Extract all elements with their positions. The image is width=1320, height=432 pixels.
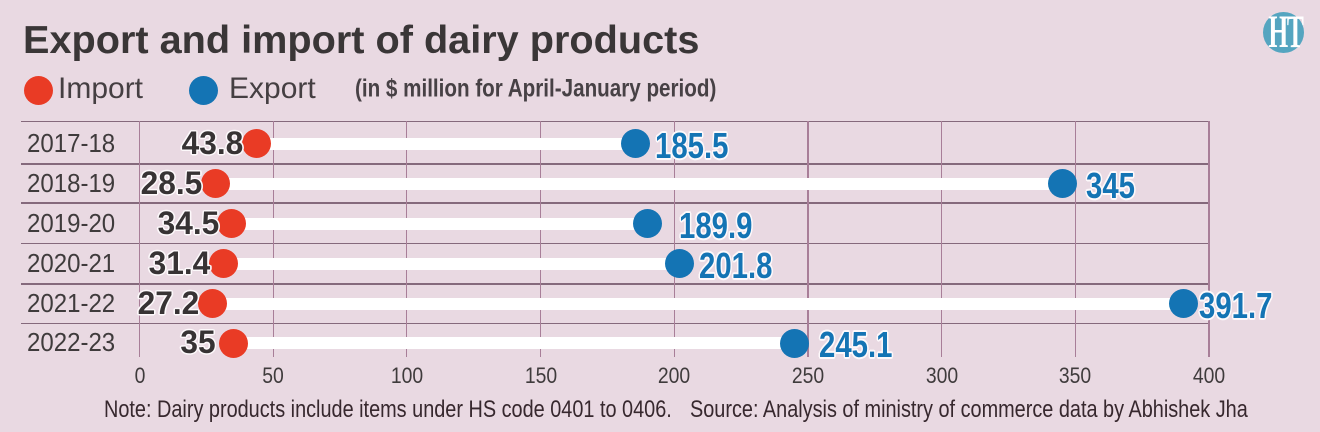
svg-text:HT: HT (1268, 11, 1304, 54)
